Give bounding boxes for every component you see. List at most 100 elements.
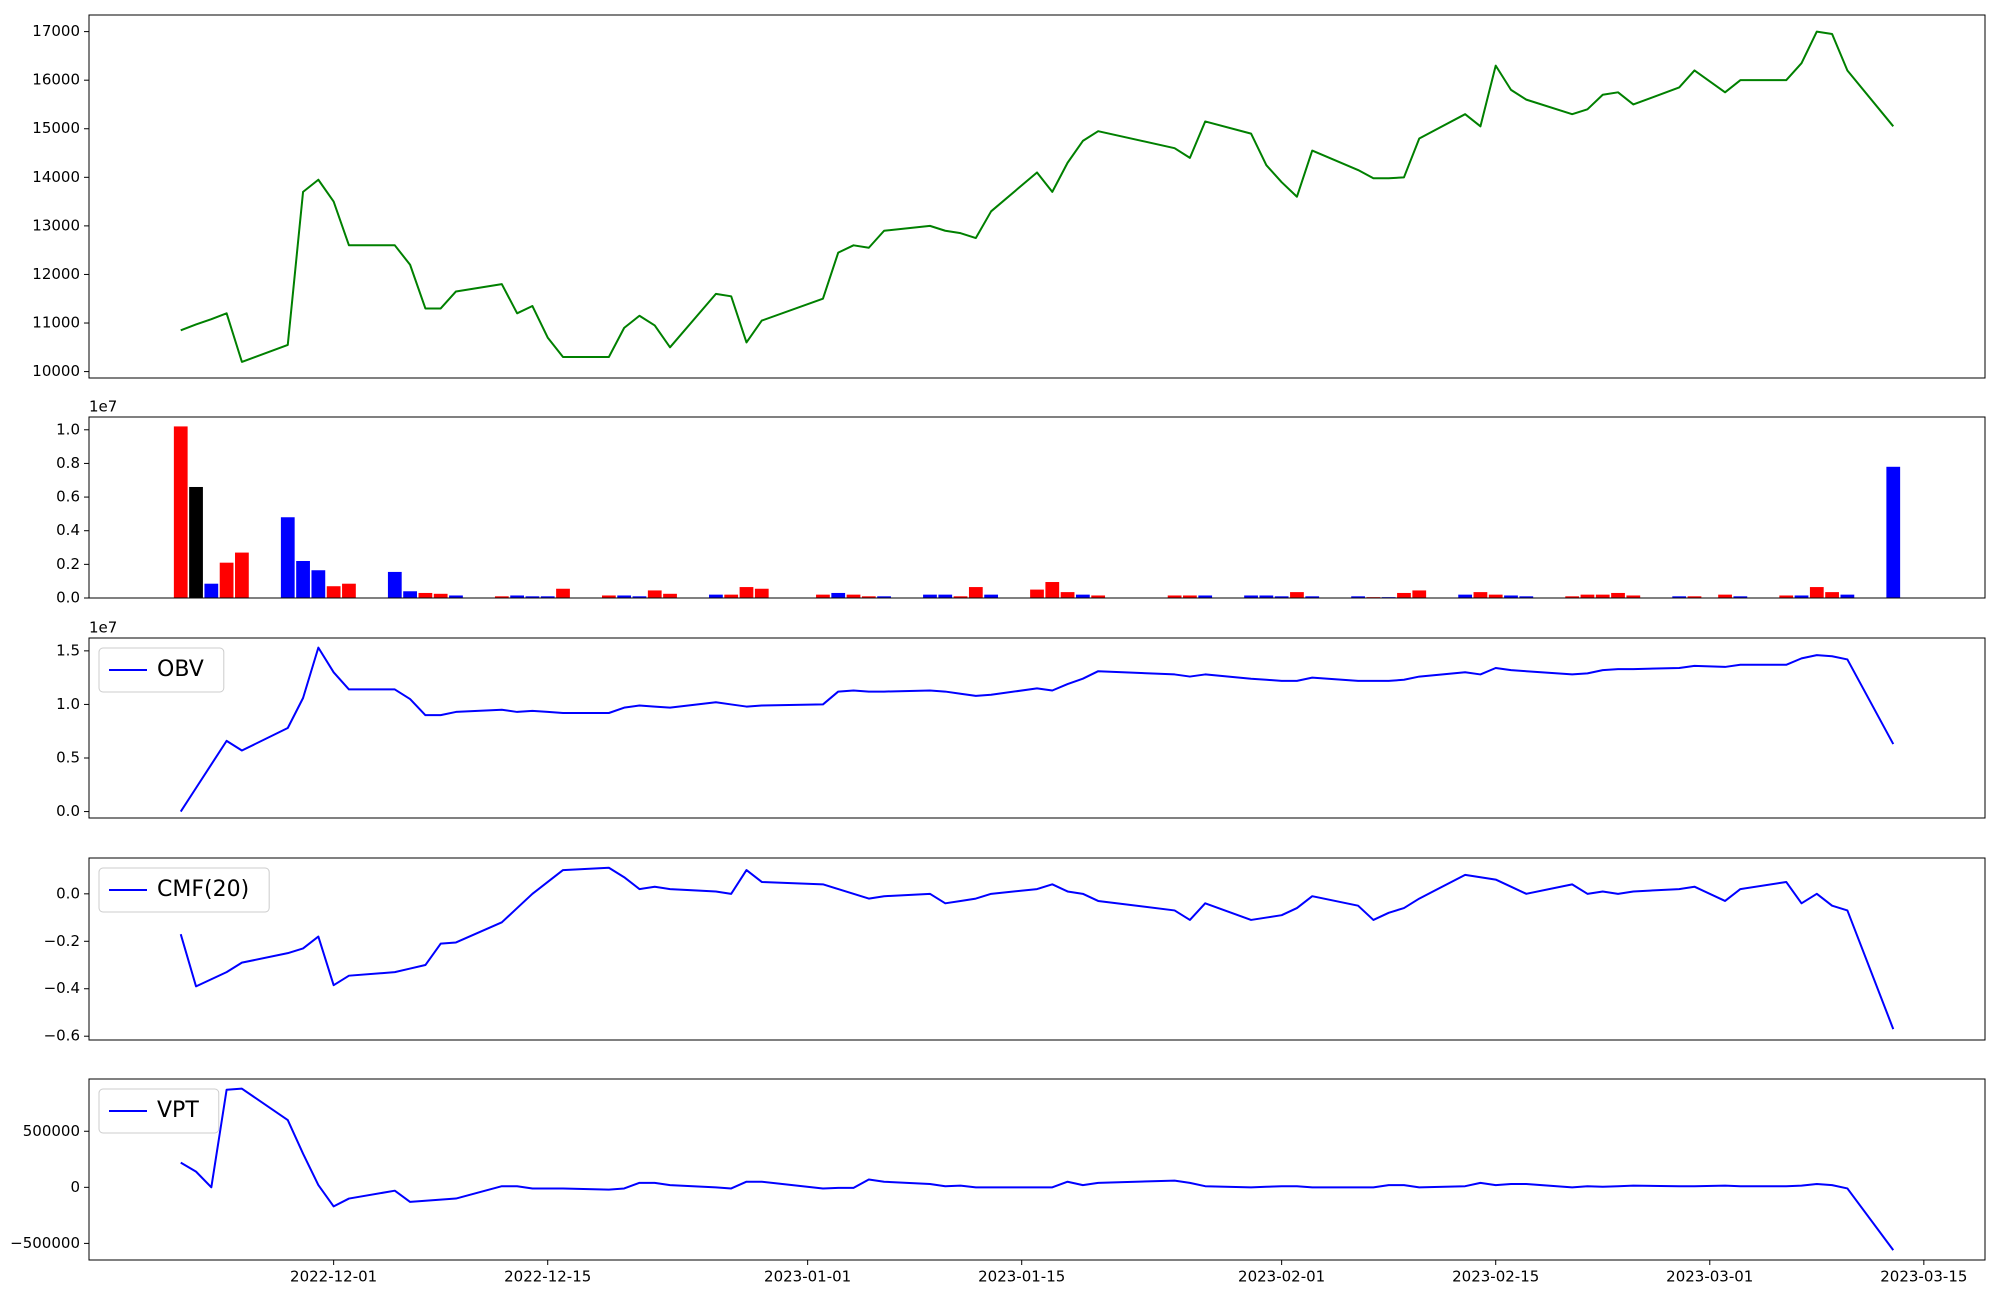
- y-tick-label: 0.6: [56, 488, 80, 506]
- volume-bar: [663, 593, 677, 598]
- y-tick-label: 16000: [32, 71, 80, 89]
- volume-bar: [923, 594, 937, 598]
- y-tick-label: −0.4: [44, 979, 80, 997]
- y-tick-label: 14000: [32, 168, 80, 186]
- y-tick-label: 11000: [32, 314, 80, 332]
- series-line: [179, 866, 1895, 1030]
- volume-bar: [556, 588, 570, 598]
- volume-bar: [877, 596, 891, 598]
- volume-bar: [1305, 596, 1320, 598]
- volume-bar: [525, 596, 540, 598]
- volume-bar: [1183, 595, 1197, 598]
- volume-bar: [1351, 596, 1365, 598]
- legend: CMF(20): [98, 867, 270, 913]
- axis-offset-label: 1e7: [89, 619, 117, 637]
- volume-bar: [1412, 590, 1427, 598]
- volume-bar: [510, 595, 525, 598]
- series-line: [180, 30, 1895, 363]
- series-line: [179, 646, 1895, 813]
- volume-bar: [709, 594, 723, 598]
- volume-bar: [816, 594, 830, 598]
- series-line: [180, 1087, 1895, 1251]
- volume-bar: [953, 596, 968, 598]
- volume-bar: [1167, 595, 1182, 598]
- volume-bar: [1611, 592, 1625, 598]
- y-tick-label: 0.2: [56, 555, 80, 573]
- volume-bar: [1244, 595, 1258, 598]
- volume-bar: [189, 486, 203, 598]
- volume-bar: [311, 570, 326, 598]
- volume-bar: [326, 586, 341, 598]
- volume-bar: [1718, 594, 1732, 598]
- volume-bar: [1290, 592, 1304, 598]
- y-tick-label: −0.6: [44, 1027, 80, 1045]
- volume-bar: [1580, 594, 1595, 598]
- x-tick-label: 2023-03-15: [1880, 1268, 1967, 1286]
- volume-bar: [219, 562, 234, 598]
- x-tick-label: 2023-02-15: [1452, 1268, 1539, 1286]
- plot-frame: [88, 857, 1986, 1041]
- volume-bar: [1091, 595, 1106, 598]
- volume-bar: [1198, 595, 1213, 598]
- volume-bar: [938, 594, 953, 598]
- volume-bar: [1397, 592, 1411, 598]
- volume-bar: [739, 587, 754, 598]
- y-tick-label: 13000: [32, 216, 80, 234]
- volume-bar: [540, 596, 555, 598]
- volume-bar: [494, 596, 509, 598]
- volume-bar: [754, 588, 769, 598]
- volume-bar: [1488, 594, 1503, 598]
- panel: 0.0 0.5 1.0 1.5 1e7 OBV: [56, 619, 1986, 820]
- volume-bar: [418, 592, 433, 598]
- volume-bar: [1626, 595, 1641, 598]
- volume-bar: [1473, 592, 1488, 598]
- volume-bar: [1687, 596, 1702, 598]
- volume-bar: [1075, 594, 1090, 598]
- volume-bar: [1030, 589, 1044, 598]
- volume-bar: [204, 583, 219, 598]
- volume-bar: [1794, 595, 1809, 598]
- volume-bar: [1060, 592, 1075, 598]
- volume-bar: [617, 595, 632, 598]
- x-tick-label: 2022-12-01: [290, 1268, 377, 1286]
- plot-frame: [88, 416, 1986, 599]
- panel: 10000 11000 12000 13000 14000 15000 16000 17000: [32, 14, 1986, 380]
- volume-bar: [724, 594, 739, 598]
- y-tick-label: 1.5: [56, 641, 80, 659]
- volume-bar: [968, 587, 983, 598]
- plot-frame: [88, 1078, 1986, 1261]
- x-tick-label: 2023-03-01: [1666, 1268, 1753, 1286]
- volume-bar: [1595, 594, 1610, 598]
- axis-offset-label: 1e7: [89, 398, 117, 416]
- y-tick-label: 0: [70, 1178, 80, 1196]
- x-tick-label: 2023-01-15: [978, 1268, 1065, 1286]
- y-tick-label: 0.8: [56, 454, 80, 472]
- volume-bar: [1809, 587, 1824, 598]
- volume-bar: [1840, 594, 1855, 598]
- volume-bar: [647, 590, 662, 598]
- volume-bar: [280, 517, 295, 598]
- volume-bar: [433, 593, 448, 598]
- volume-bar: [403, 591, 417, 598]
- y-tick-label: 10000: [32, 362, 80, 380]
- x-tick-label: 2023-01-01: [764, 1268, 851, 1286]
- volume-bar: [1274, 596, 1289, 598]
- y-tick-label: 0.0: [56, 884, 80, 902]
- legend-box: [98, 1088, 220, 1134]
- panel: 0.0 0.2 0.4 0.6 0.8 1.0 1e7: [56, 398, 1986, 607]
- y-tick-label: 1.0: [56, 695, 80, 713]
- volume-bar: [1733, 596, 1748, 598]
- volume-bar: [1458, 594, 1473, 598]
- volume-bar: [984, 594, 999, 598]
- panel: −500000 0 500000 2022-12-01 2022-12-15 2023-0…: [10, 1078, 1986, 1286]
- volume-bar: [831, 592, 846, 598]
- volume-bar: [235, 552, 249, 598]
- legend-box: [98, 647, 225, 693]
- volume-bar: [449, 595, 463, 598]
- volume-bar: [1565, 596, 1580, 598]
- volume-bar: [1045, 582, 1060, 598]
- volume-bar: [1886, 466, 1901, 598]
- legend: OBV: [98, 647, 225, 693]
- y-tick-label: 0.5: [56, 749, 80, 767]
- y-tick-label: 0.0: [56, 802, 80, 820]
